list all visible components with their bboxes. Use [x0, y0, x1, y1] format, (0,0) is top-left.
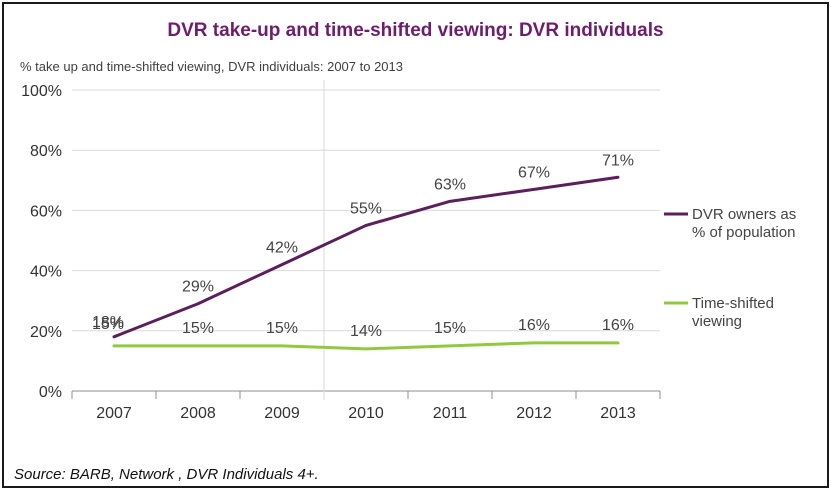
time-shifted-data-label: 15%	[266, 320, 298, 337]
time-shifted-data-label: 16%	[518, 317, 550, 334]
source-note: Source: BARB, Network , DVR Individuals …	[14, 466, 319, 483]
time-shifted-data-label: 15%	[92, 316, 124, 333]
time-shifted-data-label: 15%	[182, 320, 214, 337]
x-tick-label: 2013	[600, 405, 636, 422]
x-tick-label: 2007	[96, 405, 132, 422]
legend-label: DVR owners as	[692, 206, 796, 223]
x-tick-label: 2008	[180, 405, 216, 422]
chart-subtitle: % take up and time-shifted viewing, DVR …	[20, 59, 403, 74]
legend-label: viewing	[692, 313, 742, 330]
y-tick-label: 60%	[30, 203, 62, 220]
dvr-owners-data-label: 55%	[350, 200, 382, 217]
dvr-owners-data-label: 63%	[434, 176, 466, 193]
dvr-owners-data-label: 71%	[602, 152, 634, 169]
dvr-owners-data-label: 42%	[266, 240, 298, 257]
dvr-owners-data-label: 67%	[518, 164, 550, 181]
time-shifted-line	[112, 341, 620, 351]
dvr-owners-data-label: 18%	[92, 314, 124, 331]
y-tick-label: 40%	[30, 264, 62, 281]
y-tick-label: 20%	[30, 324, 62, 341]
y-tick-label: 100%	[21, 83, 62, 100]
time-shifted-data-label: 15%	[434, 320, 466, 337]
legend-label: % of population	[692, 224, 795, 241]
x-tick-label: 2009	[264, 405, 300, 422]
dvr-owners-data-label: 29%	[182, 279, 214, 296]
y-tick-label: 80%	[30, 143, 62, 160]
x-tick-label: 2011	[433, 405, 468, 422]
x-tick-label: 2010	[348, 405, 384, 422]
chart-title: DVR take-up and time-shifted viewing: DV…	[167, 20, 664, 41]
legend-label: Time-shifted	[692, 295, 774, 312]
y-tick-label: 0%	[39, 384, 62, 401]
dvr-owners-line	[112, 175, 620, 339]
time-shifted-data-label: 14%	[350, 323, 382, 340]
x-tick-label: 2012	[516, 405, 552, 422]
time-shifted-data-label: 16%	[602, 317, 634, 334]
